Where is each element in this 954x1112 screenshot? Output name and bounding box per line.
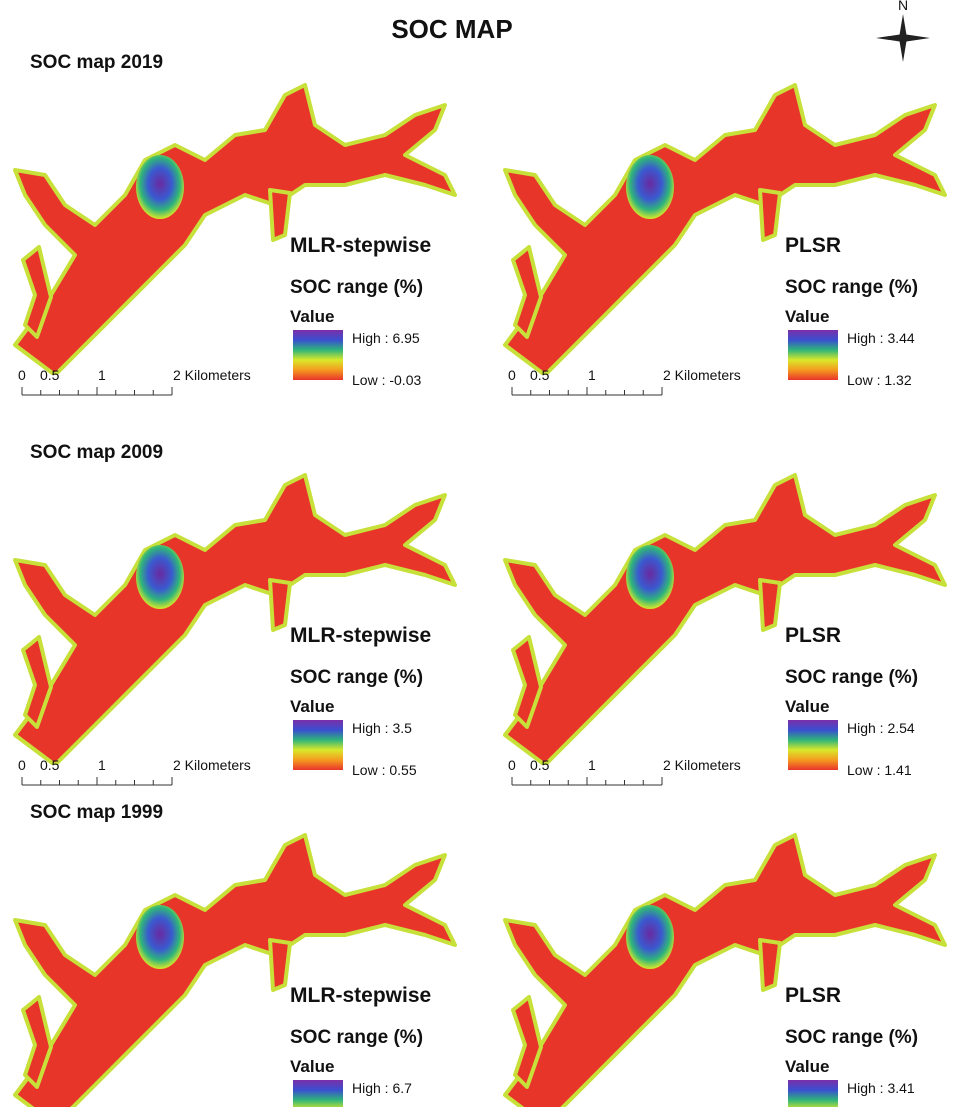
row-label: SOC map 1999 bbox=[30, 802, 163, 823]
legend-high: High : 2.54 bbox=[847, 720, 915, 736]
color-ramp bbox=[293, 1080, 343, 1107]
legend-low: Low : 1.41 bbox=[847, 762, 912, 778]
legend-value-label: Value bbox=[290, 307, 334, 326]
legend-value-label: Value bbox=[785, 697, 829, 716]
legend-value-label: Value bbox=[290, 1057, 334, 1076]
legend-title: SOC range (%) bbox=[290, 277, 423, 298]
color-ramp bbox=[788, 720, 838, 770]
legend-high: High : 3.41 bbox=[847, 1080, 915, 1096]
legend-value-label: Value bbox=[290, 697, 334, 716]
method-label: MLR-stepwise bbox=[290, 984, 431, 1007]
scale-label: 1 bbox=[588, 757, 596, 773]
map-panel: MLR-stepwise SOC range (%) Value High : 6.7… bbox=[15, 835, 455, 1107]
method-label: PLSR bbox=[785, 234, 841, 257]
legend-title: SOC range (%) bbox=[785, 277, 918, 298]
legend-high: High : 6.95 bbox=[352, 330, 420, 346]
color-ramp bbox=[788, 330, 838, 380]
map-panel: PLSR SOC range (%) Value High : 2.54 Low : 1… bbox=[505, 475, 945, 785]
map-panel: PLSR SOC range (%) Value High : 3.44 Low : 1… bbox=[505, 85, 945, 395]
map-panel: MLR-stepwise SOC range (%) Value High : 6.9… bbox=[15, 85, 455, 395]
legend-low: Low : -0.03 bbox=[352, 372, 421, 388]
legend-value-label: Value bbox=[785, 1057, 829, 1076]
scale-label: 0 bbox=[18, 757, 26, 773]
scale-label: 2 Kilometers bbox=[663, 757, 741, 773]
figure: SOC MAP N SOC map 2019 MLR-stepwise SOC ra… bbox=[0, 0, 954, 1107]
scale-label: 1 bbox=[98, 367, 106, 383]
map-panel: MLR-stepwise SOC range (%) Value High : 3.5… bbox=[15, 475, 455, 785]
scale-label: 0 bbox=[508, 757, 516, 773]
method-label: PLSR bbox=[785, 984, 841, 1007]
north-arrow: N bbox=[876, 0, 930, 62]
method-label: MLR-stepwise bbox=[290, 624, 431, 647]
color-ramp bbox=[293, 720, 343, 770]
legend-low: Low : 0.55 bbox=[352, 762, 417, 778]
scale-label: 1 bbox=[98, 757, 106, 773]
scale-label: 0.5 bbox=[40, 757, 60, 773]
scale-label: 2 Kilometers bbox=[173, 757, 251, 773]
legend-high: High : 3.44 bbox=[847, 330, 915, 346]
scale-label: 0 bbox=[18, 367, 26, 383]
color-ramp bbox=[788, 1080, 838, 1107]
scale-label: 0 bbox=[508, 367, 516, 383]
legend-value-label: Value bbox=[785, 307, 829, 326]
method-label: PLSR bbox=[785, 624, 841, 647]
row-label: SOC map 2009 bbox=[30, 442, 163, 463]
legend-title: SOC range (%) bbox=[785, 1027, 918, 1048]
method-label: MLR-stepwise bbox=[290, 234, 431, 257]
title: SOC MAP bbox=[391, 14, 512, 44]
map-shape bbox=[15, 835, 455, 1107]
legend-title: SOC range (%) bbox=[290, 1027, 423, 1048]
color-ramp bbox=[293, 330, 343, 380]
scale-label: 1 bbox=[588, 367, 596, 383]
scale-label: 0.5 bbox=[40, 367, 60, 383]
legend-low: Low : 1.32 bbox=[847, 372, 912, 388]
legend-title: SOC range (%) bbox=[785, 667, 918, 688]
north-label: N bbox=[898, 0, 908, 13]
scale-label: 2 Kilometers bbox=[663, 367, 741, 383]
scale-label: 2 Kilometers bbox=[173, 367, 251, 383]
legend-high: High : 3.5 bbox=[352, 720, 412, 736]
legend-high: High : 6.7 bbox=[352, 1080, 412, 1096]
scale-label: 0.5 bbox=[530, 757, 550, 773]
legend-title: SOC range (%) bbox=[290, 667, 423, 688]
map-shape bbox=[505, 835, 945, 1107]
scale-label: 0.5 bbox=[530, 367, 550, 383]
row-label: SOC map 2019 bbox=[30, 52, 163, 73]
